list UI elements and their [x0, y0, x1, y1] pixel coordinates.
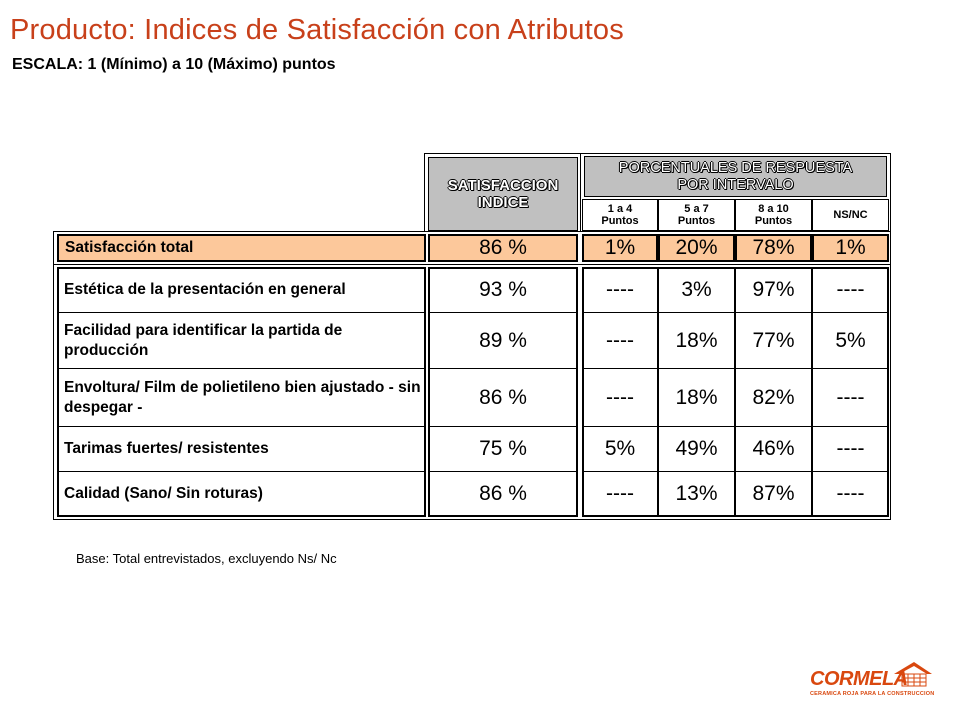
- satisfaccion-header: SATISFACCION INDICE: [428, 157, 578, 231]
- attribute-row-index: 75 %: [428, 426, 578, 472]
- interval-header-1-4: 1 a 4 Puntos: [582, 199, 658, 231]
- attribute-row-value: ----: [582, 267, 658, 313]
- attribute-row-index: 93 %: [428, 267, 578, 313]
- attribute-row-value: ----: [812, 471, 889, 517]
- attribute-row-label: Envoltura/ Film de polietileno bien ajus…: [57, 368, 426, 427]
- attribute-row-value: ----: [582, 471, 658, 517]
- attribute-row-label: Tarimas fuertes/ resistentes: [57, 426, 426, 472]
- porcentuales-header: PORCENTUALES DE RESPUESTA POR INTERVALO: [584, 156, 887, 197]
- attribute-row-index: 89 %: [428, 312, 578, 369]
- attribute-row-value: 46%: [735, 426, 812, 472]
- attribute-row-value: 18%: [658, 312, 735, 369]
- attribute-row-value: 49%: [658, 426, 735, 472]
- attribute-row-index: 86 %: [428, 471, 578, 517]
- interval-header-8-10: 8 a 10 Puntos: [735, 199, 812, 231]
- base-footnote: Base: Total entrevistados, excluyendo Ns…: [76, 551, 337, 566]
- logo-wordmark: CORMELA: [810, 668, 908, 690]
- total-row-value-5-7: 20%: [658, 234, 735, 262]
- page-title: Producto: Indices de Satisfacción con At…: [10, 14, 624, 46]
- attribute-row-value: ----: [582, 368, 658, 427]
- attribute-row-value: 87%: [735, 471, 812, 517]
- interval-header-nsnc: NS/NC: [812, 199, 889, 231]
- attribute-row-label: Estética de la presentación en general: [57, 267, 426, 313]
- attribute-row-label: Calidad (Sano/ Sin roturas): [57, 471, 426, 517]
- total-row-value-8-10: 78%: [735, 234, 812, 262]
- total-row-label: Satisfacción total: [57, 234, 426, 262]
- attribute-row-index: 86 %: [428, 368, 578, 427]
- attribute-row-value: ----: [582, 312, 658, 369]
- total-row-value-nsnc: 1%: [812, 234, 889, 262]
- attribute-row-value: ----: [812, 368, 889, 427]
- total-row-index: 86 %: [428, 234, 578, 262]
- attribute-row-value: 5%: [812, 312, 889, 369]
- roof-house-icon: [894, 662, 932, 687]
- attribute-row-label: Facilidad para identificar la partida de…: [57, 312, 426, 369]
- scale-subtitle: ESCALA: 1 (Mínimo) a 10 (Máximo) puntos: [12, 56, 336, 73]
- attribute-row-value: 5%: [582, 426, 658, 472]
- attributes-frame: [53, 264, 891, 520]
- cormela-logo: CORMELA CERAMICA ROJA PARA LA CONSTRUCCI…: [808, 660, 935, 700]
- attribute-row-value: ----: [812, 426, 889, 472]
- attribute-row-value: 77%: [735, 312, 812, 369]
- interval-header-5-7: 5 a 7 Puntos: [658, 199, 735, 231]
- attribute-row-value: 3%: [658, 267, 735, 313]
- attribute-row-value: 13%: [658, 471, 735, 517]
- total-row-value-1-4: 1%: [582, 234, 658, 262]
- attribute-row-value: 82%: [735, 368, 812, 427]
- attribute-row-value: ----: [812, 267, 889, 313]
- logo-tagline: CERAMICA ROJA PARA LA CONSTRUCCION: [810, 691, 935, 697]
- attribute-row-value: 18%: [658, 368, 735, 427]
- attribute-row-value: 97%: [735, 267, 812, 313]
